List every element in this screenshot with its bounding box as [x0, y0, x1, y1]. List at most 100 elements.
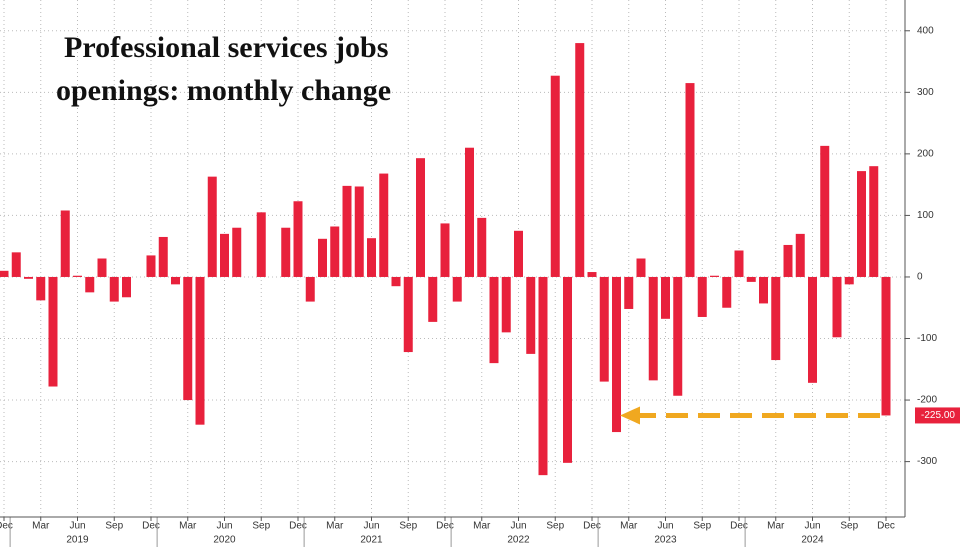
- bar: [869, 166, 879, 277]
- bar: [220, 233, 229, 277]
- bar: [232, 227, 242, 277]
- bar: [11, 252, 21, 277]
- bar: [281, 227, 291, 277]
- bar: [575, 43, 585, 277]
- bar: [808, 276, 817, 383]
- x-tick-label: Jun: [69, 521, 85, 532]
- bar: [428, 276, 438, 322]
- x-tick-label: Sep: [693, 521, 711, 532]
- y-tick-label: 400: [917, 25, 934, 36]
- bar: [195, 276, 205, 425]
- bar: [881, 276, 891, 416]
- bar: [24, 276, 33, 279]
- x-tick-label: Sep: [105, 521, 123, 532]
- bar: [207, 176, 217, 277]
- x-tick-label: Jun: [657, 521, 673, 532]
- bar: [795, 233, 805, 277]
- bar: [526, 276, 536, 354]
- bar: [403, 276, 413, 353]
- year-label: 2020: [213, 535, 236, 546]
- last-value-label: -225.00: [921, 410, 955, 421]
- bar: [746, 276, 756, 282]
- bar: [710, 275, 719, 277]
- bar: [722, 276, 732, 308]
- x-tick-label: Sep: [840, 521, 858, 532]
- bar: [158, 236, 168, 277]
- x-tick-label: Dec: [142, 521, 160, 532]
- bar: [122, 276, 131, 298]
- year-label: 2023: [654, 535, 677, 546]
- bar: [452, 276, 462, 302]
- bar: [783, 244, 793, 277]
- x-tick-label: Mar: [326, 521, 344, 532]
- bar: [648, 276, 658, 381]
- bar: [391, 276, 401, 287]
- bar: [673, 276, 683, 396]
- x-tick-label: Jun: [804, 521, 820, 532]
- y-tick-label: 200: [917, 149, 934, 160]
- year-label: 2019: [66, 535, 89, 546]
- y-tick-label: 100: [917, 210, 934, 221]
- x-tick-label: Mar: [179, 521, 197, 532]
- bar: [550, 75, 560, 277]
- x-tick-label: Jun: [363, 521, 379, 532]
- x-tick-label: Sep: [252, 521, 270, 532]
- bar: [85, 276, 95, 293]
- bar: [60, 210, 70, 277]
- bar: [440, 223, 450, 277]
- bar: [36, 276, 46, 301]
- bar: [685, 83, 695, 277]
- y-tick-label: 0: [917, 272, 923, 283]
- bar: [820, 145, 830, 277]
- bar: [734, 250, 744, 277]
- x-tick-label: Dec: [289, 521, 307, 532]
- bar: [416, 158, 425, 277]
- last-value-box: [915, 407, 960, 424]
- x-tick-label: Jun: [216, 521, 232, 532]
- bar: [465, 147, 474, 277]
- x-tick-label: Mar: [620, 521, 638, 532]
- bar: [146, 255, 156, 277]
- bar: [97, 258, 107, 277]
- bar: [538, 276, 548, 476]
- bar: [183, 276, 193, 401]
- bar: [293, 201, 303, 277]
- y-tick-label: -300: [917, 456, 937, 467]
- x-tick-label: Dec: [730, 521, 748, 532]
- bar: [256, 212, 266, 277]
- bar: [759, 276, 768, 304]
- y-tick-label: 300: [917, 87, 934, 98]
- bar: [771, 276, 781, 361]
- bar: [477, 217, 487, 277]
- bar: [857, 171, 866, 277]
- bar: [489, 276, 499, 364]
- bar: [342, 185, 352, 277]
- annotation-arrowhead: [620, 406, 640, 425]
- x-tick-label: Mar: [473, 521, 491, 532]
- y-tick-label: -200: [917, 395, 937, 406]
- x-tick-label: Dec: [583, 521, 601, 532]
- bar: [844, 276, 854, 285]
- bar: [501, 276, 511, 333]
- bar: [832, 276, 842, 338]
- bar: [73, 275, 82, 277]
- bar: [697, 276, 707, 317]
- x-tick-label: Dec: [436, 521, 454, 532]
- bar: [318, 238, 327, 277]
- chart-title-line-1: Professional services jobs: [64, 31, 388, 64]
- bar: [305, 276, 315, 302]
- bar: [624, 276, 634, 309]
- bar: [171, 276, 180, 285]
- bar: [636, 258, 646, 277]
- x-tick-label: Dec: [0, 521, 13, 532]
- bar: [612, 276, 621, 433]
- year-label: 2021: [360, 535, 383, 546]
- x-tick-label: Sep: [546, 521, 564, 532]
- x-tick-label: Mar: [32, 521, 50, 532]
- x-tick-label: Sep: [399, 521, 417, 532]
- bar: [599, 276, 609, 382]
- bar: [48, 276, 58, 387]
- year-label: 2024: [801, 535, 824, 546]
